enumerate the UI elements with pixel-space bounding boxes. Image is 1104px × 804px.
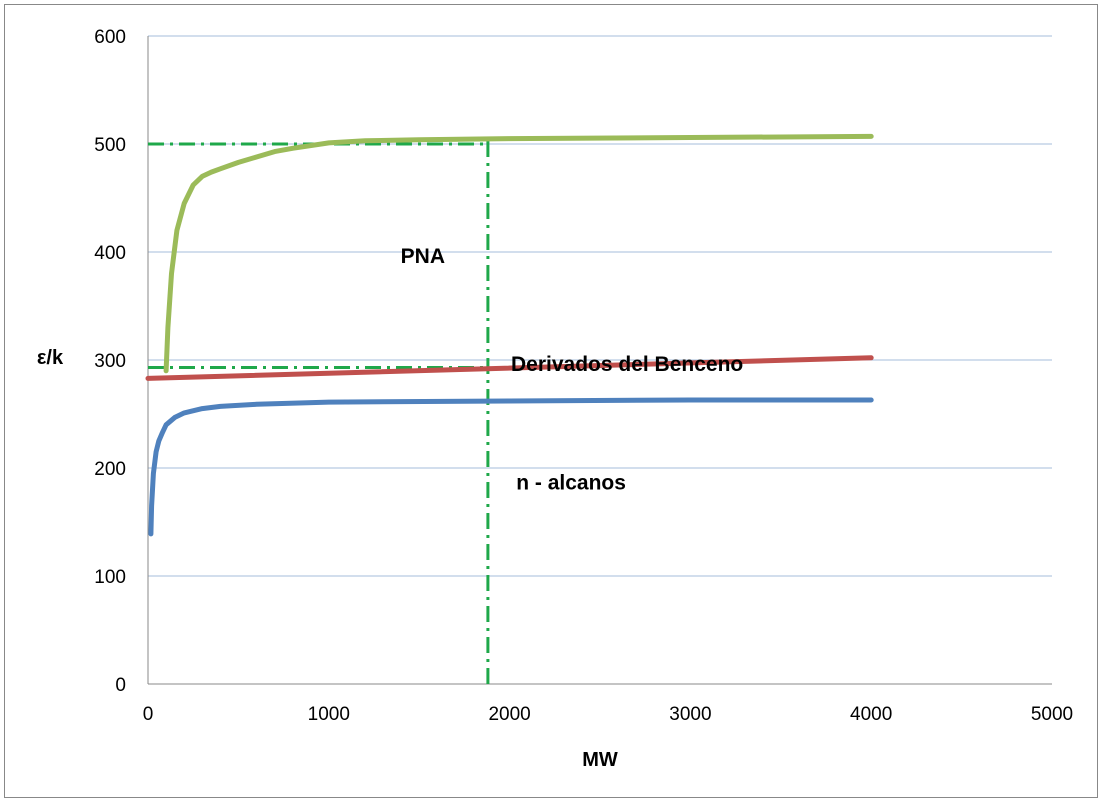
y-tick-label: 500 (94, 135, 126, 156)
y-tick-label: 200 (94, 459, 126, 480)
gridlines (148, 35, 1052, 577)
series-line-pna (163, 133, 874, 374)
y-axis-title: ε/k (37, 347, 64, 369)
x-tick-label: 4000 (850, 704, 892, 725)
x-axis-title: MW (582, 749, 618, 771)
x-tick-label: 3000 (669, 704, 711, 725)
x-tick-label: 2000 (488, 704, 530, 725)
y-tick-label: 600 (94, 27, 126, 48)
annotations: PNA Derivados del Benceno n - alcanos (401, 245, 744, 495)
annotation-alcanos_label: n - alcanos (516, 472, 626, 495)
x-tick-label: 1000 (308, 704, 350, 725)
y-tick-label: 300 (94, 351, 126, 372)
x-tick-label: 0 (143, 704, 154, 725)
series-line-alcanos (148, 397, 874, 537)
y-tick-label: 0 (115, 675, 126, 696)
y-tick-labels: 0 100 200 300 400 500 600 (94, 27, 126, 696)
series-line-benceno (145, 355, 874, 381)
y-tick-label: 100 (94, 567, 126, 588)
y-tick-label: 400 (94, 243, 126, 264)
annotation-benceno_label: Derivados del Benceno (511, 353, 743, 376)
annotation-pna_label: PNA (401, 245, 445, 268)
x-tick-label: 5000 (1031, 704, 1073, 725)
x-tick-labels: 0 1000 2000 3000 4000 5000 (143, 704, 1073, 725)
series-lines (145, 133, 874, 537)
